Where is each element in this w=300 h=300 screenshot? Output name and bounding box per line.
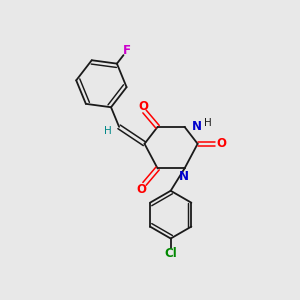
Text: F: F <box>123 44 131 57</box>
Text: Cl: Cl <box>164 247 177 260</box>
Text: N: N <box>179 170 189 183</box>
Text: N: N <box>191 120 202 133</box>
Text: O: O <box>136 183 146 196</box>
Text: O: O <box>138 100 148 112</box>
Text: O: O <box>217 137 226 150</box>
Text: H: H <box>104 127 112 136</box>
Text: H: H <box>204 118 212 128</box>
